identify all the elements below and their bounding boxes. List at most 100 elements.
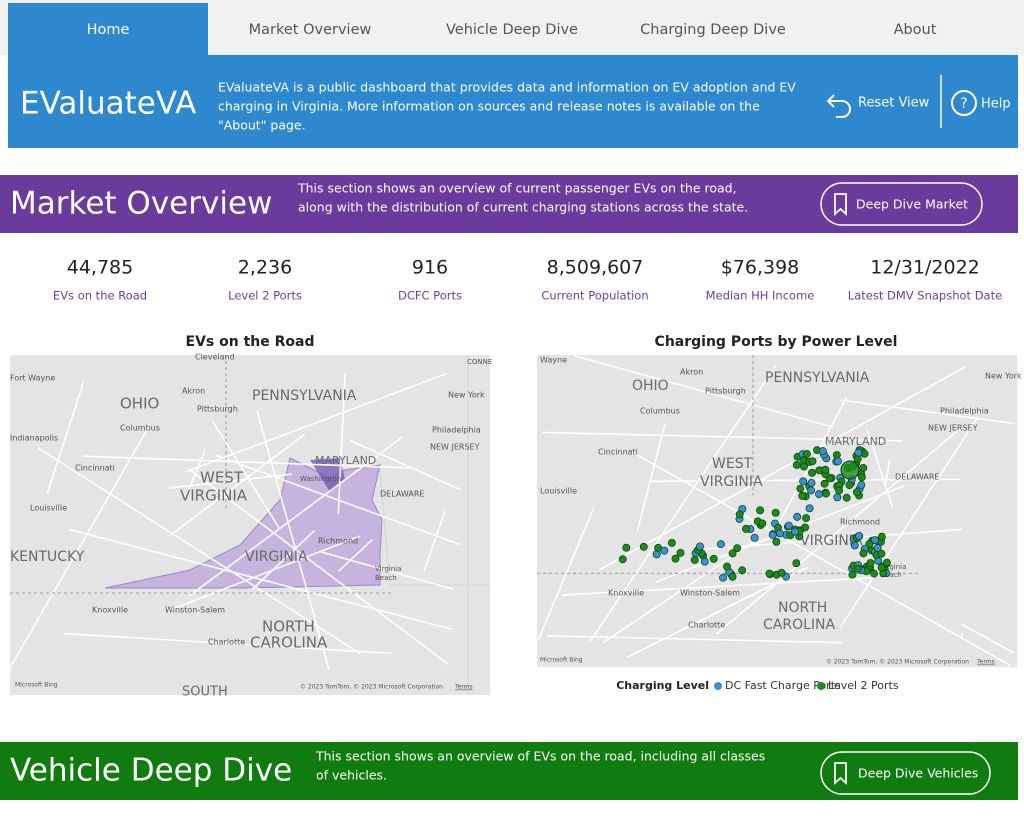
map-label[interactable]: Terms [454, 684, 473, 691]
map-label: OHIO [632, 378, 669, 394]
map-label: Louisville [540, 487, 577, 496]
map-label: New York [985, 372, 1022, 381]
map-label: Charlotte [208, 638, 245, 647]
station-dot [668, 539, 675, 546]
station-dot [772, 509, 779, 516]
station-dot [871, 536, 878, 543]
button-label[interactable]: Deep Dive Vehicles [858, 766, 978, 781]
section-text: This section shows an overview of curren… [297, 181, 737, 196]
map-label: CONNE [467, 358, 492, 366]
map-label: Winston-Salem [680, 589, 740, 598]
map-label: © 2023 TomTom, © 2023 Microsoft Corporat… [826, 659, 969, 666]
station-dot [799, 492, 806, 499]
map-label: Philadelphia [940, 407, 989, 416]
help-icon-glyph: ? [960, 96, 967, 112]
nav-tab[interactable]: Vehicle Deep Dive [446, 22, 578, 38]
map-label: Winston-Salem [165, 606, 225, 615]
map-label: CAROLINA [763, 617, 836, 633]
map-label: Beach [375, 574, 397, 582]
map-label[interactable]: Terms [976, 659, 995, 666]
section-text: This section shows an overview of EVs on… [315, 749, 765, 764]
station-dot [858, 474, 865, 481]
map-label: DELAWARE [895, 473, 939, 482]
button-label[interactable]: Deep Dive Market [856, 197, 968, 212]
station-dot [806, 505, 813, 512]
header-text: EValuateVA is a public dashboard that pr… [218, 80, 796, 95]
header-text: "About" page. [218, 118, 306, 133]
station-dot [791, 528, 798, 535]
section-text: of vehicles. [316, 768, 387, 783]
map-label: New York [448, 391, 485, 400]
station-dot [800, 478, 807, 485]
section-text: along with the distribution of current c… [298, 200, 748, 215]
station-dot [822, 466, 829, 473]
map-label: Microsoft Bing [15, 682, 58, 689]
map-label: Akron [182, 387, 205, 396]
station-dot [870, 570, 877, 577]
nav-tab[interactable]: About [894, 22, 937, 38]
station-dot [878, 550, 885, 557]
station-dot [802, 514, 809, 521]
nav-tab[interactable]: Charging Deep Dive [640, 22, 786, 38]
map-label: Richmond [318, 537, 358, 546]
map-label: OHIO [120, 395, 159, 413]
map-label: NEW JERSEY [430, 443, 480, 452]
map-label: CAROLINA [250, 634, 328, 652]
map-label: Louisville [30, 504, 67, 513]
map-label: NEW JERSEY [928, 424, 978, 433]
station-dot [778, 569, 785, 576]
station-dot [860, 550, 867, 557]
station-dot [855, 532, 862, 539]
station-dot [742, 525, 749, 532]
station-dot [751, 534, 758, 541]
map-label: Richmond [840, 518, 880, 527]
map-label: DELAWARE [380, 490, 424, 499]
station-dot [619, 556, 626, 563]
station-dot [723, 563, 730, 570]
kpi-label: DCFC Ports [398, 289, 462, 303]
map-label: Columbus [120, 424, 160, 433]
map-label: Fort Wayne [10, 374, 55, 383]
station-dot [776, 530, 783, 537]
legend-swatch [714, 682, 722, 690]
map-label: Washington [300, 475, 341, 483]
kpi-label: Current Population [541, 289, 648, 303]
map-label: WEST [200, 469, 244, 487]
map-label: Cincinnati [75, 464, 115, 473]
station-dot [878, 533, 885, 540]
map-label: Pittsburgh [197, 405, 238, 414]
map-label: VIRGINIA [700, 474, 763, 490]
map-label: MARYLAND [315, 454, 376, 467]
station-dot [701, 558, 708, 565]
station-dot [729, 550, 736, 557]
map-label: NORTH [778, 600, 827, 616]
station-dot [640, 543, 647, 550]
station-dot [808, 479, 815, 486]
map-label: Akron [680, 368, 703, 377]
nav-tab[interactable]: Home [87, 22, 130, 38]
station-dot [739, 567, 746, 574]
station-dot [853, 489, 860, 496]
station-dot [773, 538, 780, 545]
kpi-label: Level 2 Ports [228, 289, 302, 303]
app-title: EValuateVA [20, 86, 196, 122]
reset-button[interactable]: Reset View [858, 96, 930, 111]
station-dot [736, 511, 743, 518]
map-label: Knoxville [608, 589, 644, 598]
station-dot [729, 573, 736, 580]
station-dot [797, 485, 804, 492]
station-dot [696, 543, 703, 550]
section-title: Vehicle Deep Dive [10, 753, 292, 789]
map-label: VIRGINIA [245, 549, 308, 565]
map-label: Philadelphia [432, 426, 481, 435]
kpi-label: EVs on the Road [53, 289, 147, 303]
map-title: Charging Ports by Power Level [655, 334, 898, 350]
help-button[interactable]: Help [981, 97, 1011, 112]
station-dot [867, 559, 874, 566]
station-dot [860, 464, 867, 471]
station-dot [808, 487, 815, 494]
kpi-value: $76,398 [721, 257, 800, 279]
nav-tab[interactable]: Market Overview [249, 22, 372, 38]
station-dot [803, 450, 810, 457]
